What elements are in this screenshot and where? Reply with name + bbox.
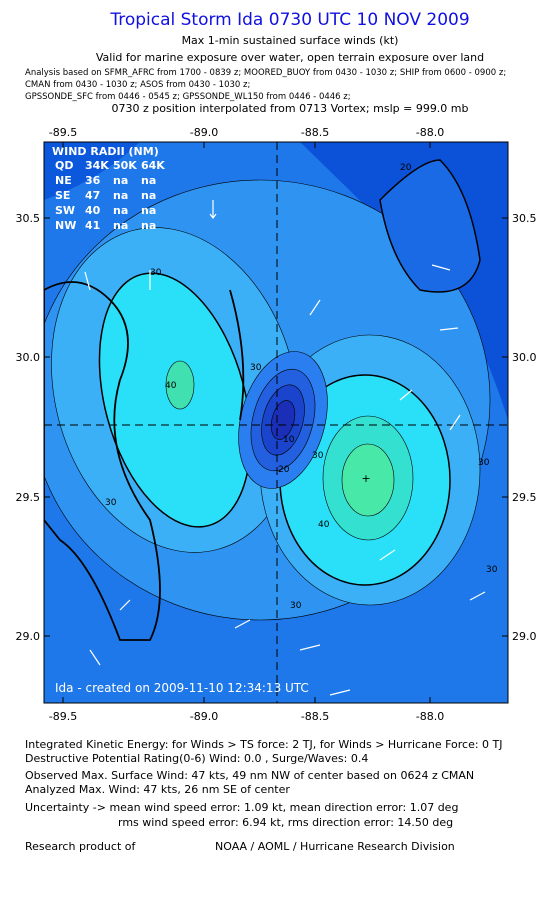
wind-radii-title: WIND RADII (NM) (52, 145, 159, 158)
wind-radii-cell: na (113, 189, 128, 202)
wind-radii-cell: na (113, 204, 128, 217)
wind-radii-cell: na (113, 219, 128, 232)
wind-radii-cell: na (141, 189, 156, 202)
footer-line: Observed Max. Surface Wind: 47 kts, 49 n… (25, 769, 474, 782)
subtitle: Max 1-min sustained surface winds (kt) (182, 34, 399, 47)
wind-radii-cell: QD (55, 159, 73, 172)
lat-label: 29.0 (512, 630, 537, 643)
wind-radii-cell: na (141, 204, 156, 217)
wind-arrows (84, 200, 486, 696)
lat-label: 29.5 (16, 491, 41, 504)
wind-radii-cell: na (141, 174, 156, 187)
wind-radii-cell: 41 (85, 219, 100, 232)
footer-line: rms wind speed error: 6.94 kt, rms direc… (118, 816, 453, 829)
lat-label: 30.5 (512, 212, 537, 225)
contour-labels: 30 40 30 30 10 20 30 40 30 30 20 30 (105, 163, 498, 611)
lon-label: -88.5 (301, 126, 329, 139)
contour-label: 10 (283, 435, 295, 445)
wind-radii-cell: 47 (85, 189, 100, 202)
analysis-line: Analysis based on SFMR_AFRC from 1700 - … (25, 68, 506, 78)
title: Tropical Storm Ida 0730 UTC 10 NOV 2009 (109, 10, 469, 30)
footer-line: Integrated Kinetic Energy: for Winds > T… (25, 738, 503, 751)
lon-label: -88.5 (301, 710, 329, 723)
lat-label: 29.0 (16, 630, 41, 643)
lon-label: -89.5 (49, 710, 77, 723)
contour-label: 40 (165, 381, 177, 391)
map-frame (43, 141, 509, 704)
wind-radii-cell: NW (55, 219, 76, 232)
wind-radii-cell: NE (55, 174, 72, 187)
contour-label: 30 (478, 458, 490, 468)
contour-label: 40 (318, 520, 330, 530)
lat-label: 30.0 (512, 351, 537, 364)
wind-radii-cell: 34K (85, 159, 109, 172)
contour-label: 30 (486, 565, 498, 575)
lon-label: -89.0 (190, 126, 218, 139)
contour-label: 30 (290, 601, 302, 611)
wind-radii-cell: 50K (113, 159, 137, 172)
axes: -89.5 -89.5 -89.0 -89.0 -88.5 -88.5 -88.0 -88.0… (16, 126, 537, 723)
lon-label: -88.0 (416, 126, 444, 139)
footer-line: Analyzed Max. Wind: 47 kts, 26 nm SE of … (25, 783, 290, 796)
lat-label: 30.0 (16, 351, 41, 364)
wind-radii-cell: na (113, 174, 128, 187)
analysis-line: CMAN from 0430 - 1030 z; ASOS from 0430 … (25, 80, 250, 90)
wind-radii-cell: 64K (141, 159, 165, 172)
validity: Valid for marine exposure over water, op… (96, 51, 484, 64)
research-note: Research product of (25, 840, 136, 853)
wind-radii-cell: na (141, 219, 156, 232)
contour-label: 30 (150, 268, 162, 278)
footer-line: Destructive Potential Rating(0-6) Wind: … (25, 752, 368, 765)
lon-label: -88.0 (416, 710, 444, 723)
lon-label: -89.0 (190, 710, 218, 723)
lat-label: 29.5 (512, 491, 537, 504)
credit: Ida - created on 2009-11-10 12:34:13 UTC (55, 681, 309, 695)
contour-label: 20 (400, 163, 412, 173)
wind-radii-cell: 40 (85, 204, 101, 217)
contour-label: 30 (312, 451, 324, 461)
org: NOAA / AOML / Hurricane Research Divisio… (215, 840, 455, 853)
contour-label: 20 (278, 465, 290, 475)
lat-label: 30.5 (16, 212, 41, 225)
wind-map: + 30 40 30 30 10 20 30 40 30 30 20 30 WI… (44, 142, 508, 703)
wind-radii-cell: 36 (85, 174, 101, 187)
wind-radii-cell: SW (55, 204, 75, 217)
contour-label: 30 (105, 498, 117, 508)
analysis-line: GPSSONDE_SFC from 0446 - 0545 z; GPSSOND… (25, 92, 351, 102)
contour-label: 30 (250, 363, 262, 373)
footer-line: Uncertainty -> mean wind speed error: 1.… (25, 801, 458, 814)
lon-label: -89.5 (49, 126, 77, 139)
center-mark: + (361, 472, 370, 485)
wind-radii-cell: SE (55, 189, 70, 202)
position-note: 0730 z position interpolated from 0713 V… (111, 102, 468, 115)
